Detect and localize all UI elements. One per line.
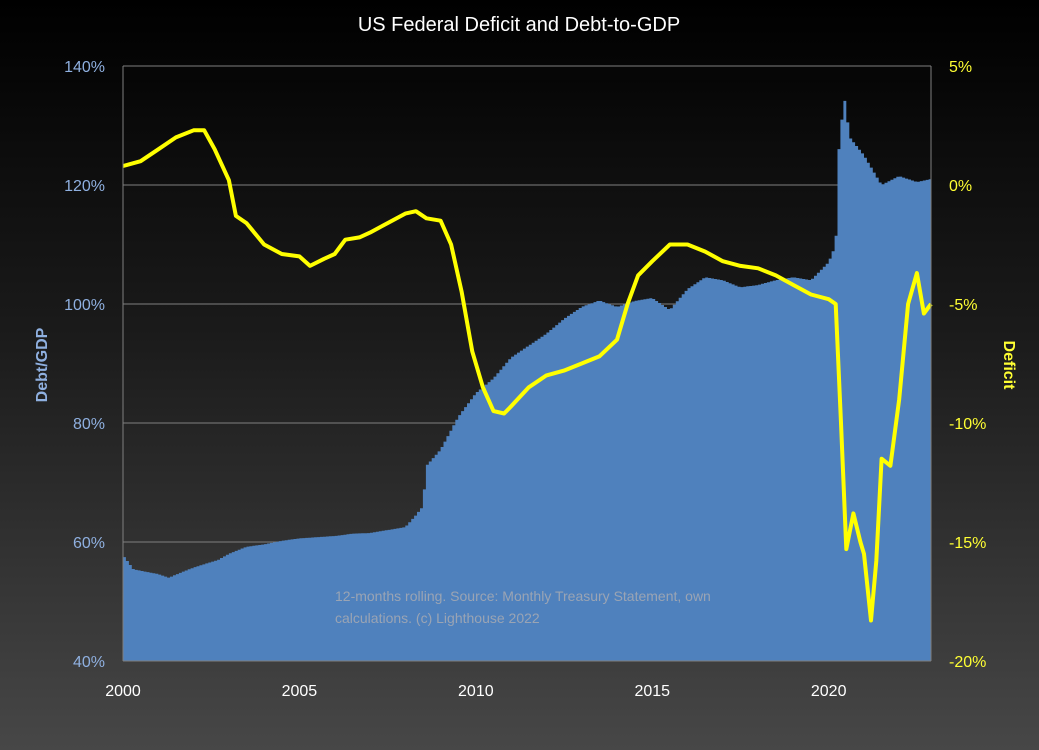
y-tick-label: 140% bbox=[64, 59, 105, 76]
y2-tick-label: -20% bbox=[949, 654, 986, 671]
y-tick-label: 60% bbox=[73, 535, 105, 552]
debt-to-gdp-bars bbox=[123, 100, 931, 661]
y2-tick-label: -5% bbox=[949, 297, 977, 314]
x-tick-label: 2000 bbox=[105, 683, 141, 700]
y2-tick-label: -15% bbox=[949, 535, 986, 552]
x-tick-label: 2005 bbox=[282, 683, 318, 700]
x-tick-label: 2010 bbox=[458, 683, 494, 700]
right-axis-ticks: -20% -15% -10% -5% 0% 5% bbox=[949, 59, 986, 671]
y-tick-label: 80% bbox=[73, 416, 105, 433]
y-tick-label: 120% bbox=[64, 178, 105, 195]
y-axis-title: Debt/GDP bbox=[34, 327, 51, 402]
y2-axis-title: Deficit bbox=[1000, 341, 1017, 391]
deficit-line bbox=[122, 128, 933, 623]
x-tick-label: 2015 bbox=[634, 683, 670, 700]
y-tick-label: 100% bbox=[64, 297, 105, 314]
x-tick-label: 2020 bbox=[811, 683, 847, 700]
y-tick-label: 40% bbox=[73, 654, 105, 671]
y2-tick-label: 5% bbox=[949, 59, 972, 76]
x-axis-ticks: 2000 2005 2010 2015 2020 bbox=[105, 683, 846, 700]
left-axis-ticks: 40% 60% 80% 100% 120% 140% bbox=[64, 59, 105, 671]
source-note-line-2: calculations. (c) Lighthouse 2022 bbox=[335, 610, 540, 626]
y2-tick-label: -10% bbox=[949, 416, 986, 433]
chart-title: US Federal Deficit and Debt-to-GDP bbox=[358, 14, 680, 36]
y2-tick-label: 0% bbox=[949, 178, 972, 195]
source-note-line-1: 12-months rolling. Source: Monthly Treas… bbox=[335, 588, 711, 604]
